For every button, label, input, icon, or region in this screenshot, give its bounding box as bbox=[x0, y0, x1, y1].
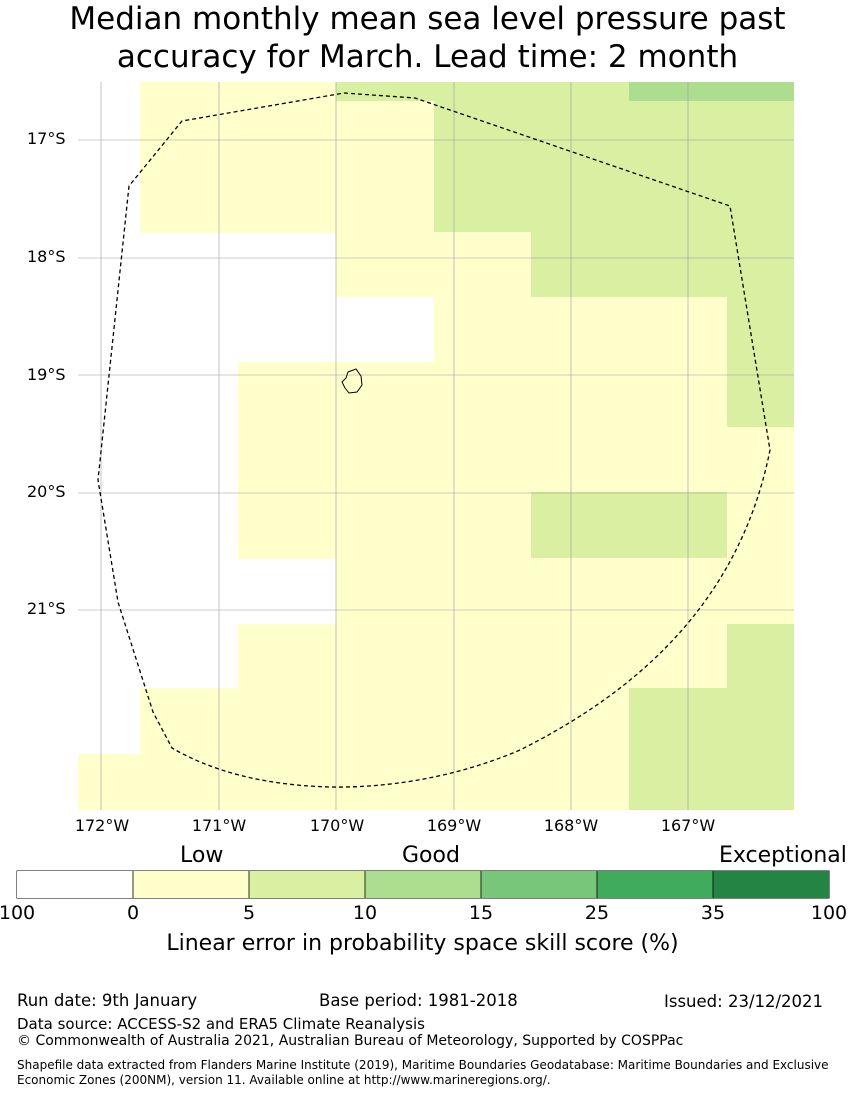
lon-label-169w: 169°W bbox=[426, 816, 482, 835]
base-period: Base period: 1981-2018 bbox=[319, 991, 518, 1010]
niue-island bbox=[341, 368, 363, 394]
legend-category-exceptional: Exceptional bbox=[719, 843, 847, 868]
legend-category-low: Low bbox=[180, 843, 224, 868]
skill-cell bbox=[434, 297, 727, 363]
lon-label-170w: 170°W bbox=[309, 816, 365, 835]
map-title: Median monthly mean sea level pressure p… bbox=[0, 0, 855, 76]
skill-cell bbox=[336, 297, 434, 363]
skill-cell bbox=[238, 362, 727, 428]
colorbar-segment bbox=[133, 871, 249, 898]
skill-cell bbox=[238, 492, 531, 559]
skill-cell bbox=[629, 101, 794, 233]
lon-label-171w: 171°W bbox=[191, 816, 247, 835]
lat-label-19s: 19°S bbox=[27, 365, 66, 384]
skill-cell bbox=[531, 232, 794, 298]
skill-cell bbox=[434, 232, 531, 298]
skill-cell bbox=[140, 688, 629, 755]
skill-cell bbox=[336, 101, 434, 298]
lat-label-21s: 21°S bbox=[27, 599, 66, 618]
colorbar-tick: 5 bbox=[242, 902, 256, 924]
colorbar-segment bbox=[17, 871, 133, 898]
colorbar-tick: 25 bbox=[584, 902, 610, 924]
graticule bbox=[78, 82, 794, 810]
colorbar-segment bbox=[249, 871, 365, 898]
skill-cell bbox=[629, 688, 794, 755]
shapefile-credit: Shapefile data extracted from Flanders M… bbox=[17, 1058, 829, 1087]
skill-cell bbox=[629, 754, 794, 810]
skill-cell bbox=[238, 624, 727, 689]
copyright: © Commonwealth of Australia 2021, Austra… bbox=[17, 1033, 684, 1049]
lon-label-168w: 168°W bbox=[543, 816, 599, 835]
skill-cell bbox=[434, 82, 629, 233]
skill-cell bbox=[78, 754, 629, 810]
skill-cell bbox=[727, 492, 794, 559]
issued-date: Issued: 23/12/2021 bbox=[664, 992, 824, 1011]
colorbar-tick: 15 bbox=[468, 902, 494, 924]
skill-cell bbox=[238, 427, 794, 493]
lon-label-167w: 167°W bbox=[660, 816, 716, 835]
skill-cells bbox=[78, 82, 794, 810]
skill-cell bbox=[336, 558, 794, 625]
skill-cell bbox=[531, 492, 727, 559]
run-date: Run date: 9th January bbox=[17, 991, 198, 1010]
colorbar bbox=[17, 871, 829, 898]
lon-label-172w: 172°W bbox=[74, 816, 130, 835]
colorbar-tick: 100 bbox=[810, 902, 848, 924]
colorbar-segment bbox=[365, 871, 481, 898]
colorbar-tick: 0 bbox=[126, 902, 140, 924]
colorbar-tick: 100 bbox=[0, 902, 36, 924]
data-source: Data source: ACCESS-S2 and ERA5 Climate … bbox=[17, 1015, 425, 1033]
colorbar-title: Linear error in probability space skill … bbox=[166, 931, 679, 956]
skill-cell bbox=[629, 82, 794, 102]
colorbar-segment bbox=[713, 871, 829, 898]
skill-cell bbox=[336, 82, 434, 102]
skill-cell bbox=[727, 624, 794, 689]
title-line-1: Median monthly mean sea level pressure p… bbox=[69, 1, 786, 37]
lat-label-18s: 18°S bbox=[27, 247, 66, 266]
lat-label-20s: 20°S bbox=[27, 482, 66, 501]
title-line-2: accuracy for March. Lead time: 2 month bbox=[116, 39, 739, 75]
colorbar-segment bbox=[481, 871, 597, 898]
colorbar-tick: 35 bbox=[700, 902, 726, 924]
legend-category-good: Good bbox=[402, 843, 460, 868]
skill-cell bbox=[140, 82, 336, 233]
eez-boundary bbox=[97, 92, 771, 788]
colorbar-tick: 10 bbox=[352, 902, 378, 924]
colorbar-segment bbox=[597, 871, 713, 898]
skill-cell bbox=[727, 297, 794, 428]
lat-label-17s: 17°S bbox=[27, 129, 66, 148]
